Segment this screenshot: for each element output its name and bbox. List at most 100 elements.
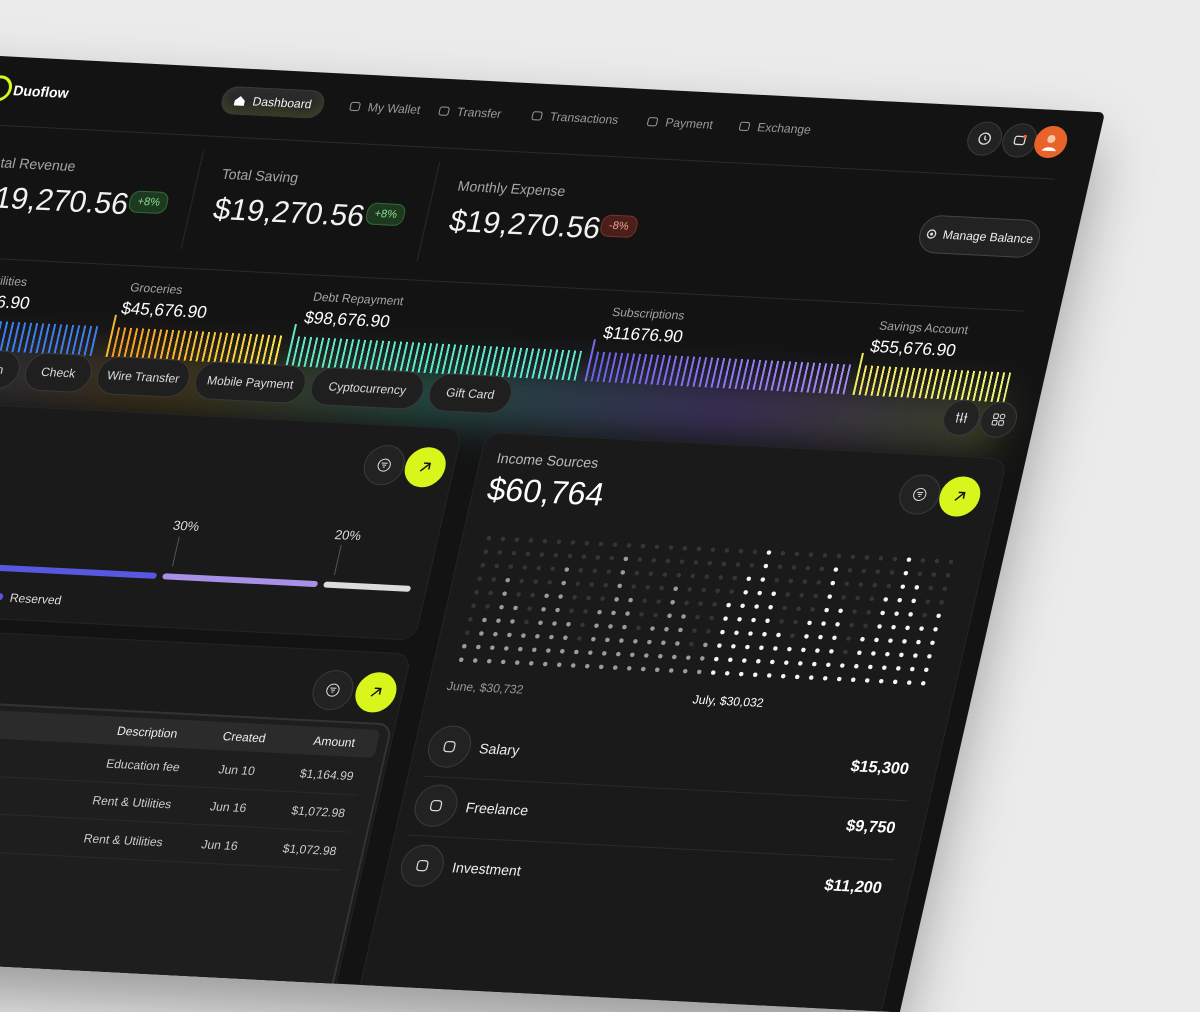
dot [784,660,789,665]
settings-button[interactable] [939,398,984,437]
dot [704,574,710,579]
dot [558,594,563,599]
dot [849,622,854,628]
dot [860,637,865,642]
dot [762,632,767,637]
spending-label: Groceries [128,280,184,297]
nav-item[interactable]: Exchange [737,119,812,137]
dot [906,680,912,685]
dot [883,597,888,602]
manage-balance-button[interactable]: Manage Balance [915,214,1044,259]
dot [765,618,770,623]
dot [751,617,756,623]
grid-button[interactable] [976,400,1021,439]
dot [927,654,932,659]
history-button[interactable] [963,120,1006,157]
dot [717,643,722,648]
dot [502,591,507,596]
dot [490,645,495,650]
dot [714,656,719,662]
spending-value: 6.90 [0,292,32,313]
dot [577,636,582,641]
payment-chip[interactable]: Check [20,351,96,394]
dot [654,544,660,550]
dot [588,650,593,655]
dot [542,661,548,667]
open-button[interactable] [935,475,985,518]
dot [777,564,783,569]
dot [483,549,489,554]
dot [612,665,618,670]
dot [546,648,551,653]
filter-button[interactable] [359,444,409,487]
payment-chip[interactable]: Gift Card [424,372,516,415]
dot [626,666,632,671]
inbox-button[interactable] [998,122,1041,159]
dot [692,628,697,633]
dot [519,578,524,584]
nav-item[interactable]: Transfer [436,104,503,121]
dot [673,586,678,591]
dot [710,547,716,552]
dot [920,558,926,563]
dot [782,605,787,611]
dot [564,567,570,572]
dot [948,559,954,565]
dot [850,677,856,682]
avatar[interactable] [1031,125,1071,159]
payment-chip[interactable]: Cyptocurrency [306,366,428,411]
payment-chip[interactable]: Mobile Payment [190,360,310,405]
filter-button[interactable] [308,669,358,712]
card-value: $60,764 [484,470,608,513]
dot [662,572,668,577]
dot [724,548,730,553]
divider [416,161,441,262]
dot [651,558,657,563]
dot [855,595,860,601]
cell: Rent & Utilities [82,831,165,850]
payment-chip[interactable]: Cash [0,348,24,390]
dot [819,566,825,572]
dot [524,619,529,625]
nav-item[interactable]: My Wallet [347,99,422,117]
dot [639,612,644,617]
dot [533,579,538,584]
dot [911,598,916,604]
dot [504,646,509,651]
nav-item[interactable]: Transactions [529,109,620,127]
dot [472,658,478,663]
dot [720,629,725,635]
open-button[interactable] [400,446,450,489]
dot [476,644,481,650]
filter-button[interactable] [895,473,945,516]
dot [486,536,492,541]
dot [721,561,727,567]
dot [919,626,924,631]
dot [608,624,613,629]
dot [634,570,640,576]
stats: Total Revenue $19,270.56 +8% Total Saving $1… [0,53,1105,245]
dot [598,541,604,547]
dot [603,582,608,588]
dot [785,592,790,597]
open-button[interactable] [351,671,401,714]
dashboard: Duoflow Dashboard My Wallet Transfer Transa… [0,53,1105,1012]
dot [584,541,590,546]
dot [536,565,542,571]
dot [863,623,868,628]
dot [687,587,692,592]
dot [682,668,688,674]
dot [738,548,744,554]
dot [857,650,862,655]
dot [661,640,666,645]
dot [701,587,706,593]
payment-chip[interactable]: Wire Transfer [92,355,194,399]
nav-item[interactable]: Payment [645,114,714,132]
dot [746,576,752,582]
dot [525,551,531,557]
dot [864,555,870,560]
nav-item[interactable]: Dashboard [218,85,327,119]
dot [500,536,506,542]
dot [816,580,822,585]
dot [760,577,766,582]
